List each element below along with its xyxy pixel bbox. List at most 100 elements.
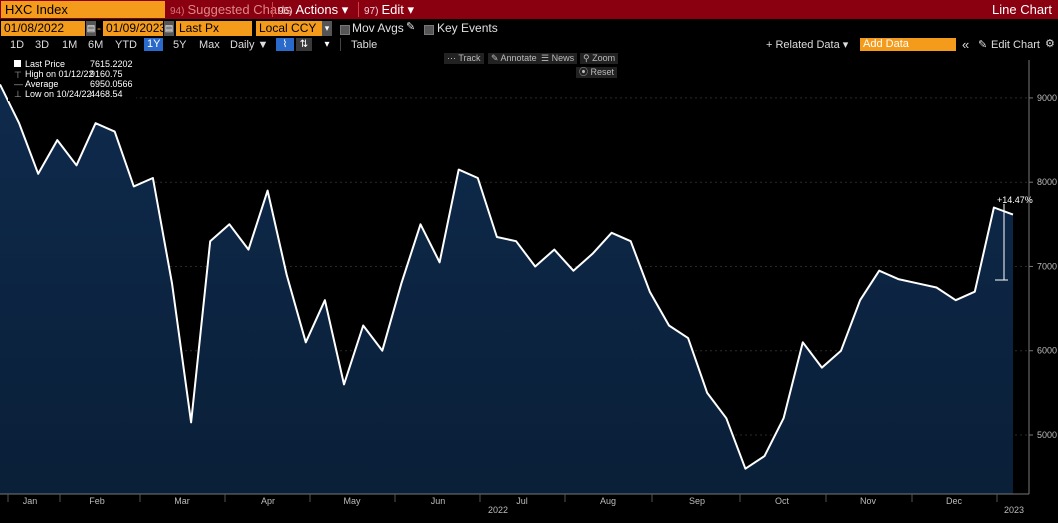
- y-tick-label: 6000: [1037, 346, 1057, 356]
- zoom-button[interactable]: ⚲ Zoom: [580, 53, 619, 64]
- legend-row: ⊥ Low on 10/24/22 4468.54: [8, 89, 136, 99]
- divider: [340, 38, 341, 51]
- legend-value: 6950.0566: [90, 79, 133, 89]
- range-ytd-button[interactable]: YTD: [115, 39, 137, 51]
- edit-label: Edit ▾: [381, 2, 414, 17]
- x-tick-label: May: [343, 496, 361, 506]
- add-data-input[interactable]: Add Data: [860, 38, 956, 51]
- y-tick-label: 8000: [1037, 177, 1057, 187]
- range-1y-button[interactable]: 1Y: [144, 38, 164, 51]
- legend-value: 4468.54: [90, 89, 123, 99]
- year-label: 2022: [488, 505, 508, 515]
- gear-icon[interactable]: ⚙: [1045, 38, 1055, 50]
- price-line: [0, 83, 1014, 470]
- legend-name: Low on 10/24/22: [25, 89, 92, 99]
- y-tick-label: 9000: [1037, 93, 1057, 103]
- y-tick-label: 5000: [1037, 430, 1057, 440]
- range-6m-button[interactable]: 6M: [88, 39, 104, 51]
- legend-value: 7615.2202: [90, 59, 133, 69]
- table-button[interactable]: Table: [351, 39, 378, 51]
- high-marker-icon: ⊤: [14, 70, 22, 80]
- currency-select[interactable]: Local CCY: [256, 21, 322, 36]
- legend-name: Last Price: [25, 59, 66, 69]
- average-marker-icon: —: [14, 79, 23, 89]
- x-tick-label: Oct: [775, 496, 790, 506]
- chevron-down-icon[interactable]: ▾: [322, 21, 332, 36]
- legend-row: ⊤ High on 01/12/22 9160.75: [8, 69, 136, 80]
- x-tick-label: Sep: [689, 496, 705, 506]
- x-tick-label: 2023: [1004, 505, 1024, 515]
- range-5y-button[interactable]: 5Y: [173, 39, 187, 51]
- chevron-down-icon[interactable]: ▾: [320, 38, 334, 51]
- key-events-checkbox[interactable]: [424, 25, 434, 35]
- news-button[interactable]: ☰ News: [538, 53, 578, 64]
- edit-menu-button[interactable]: 97) Edit ▾: [364, 0, 414, 21]
- x-tick-label: Dec: [946, 496, 963, 506]
- suggested-charts-label: Suggested Charts: [187, 2, 292, 17]
- range-max-button[interactable]: Max: [199, 39, 220, 51]
- line-chart-icon[interactable]: ⌇: [276, 38, 294, 51]
- legend-value: 9160.75: [90, 69, 123, 79]
- y-axis-ticks: 5000 6000 7000 8000 9000: [1029, 93, 1057, 440]
- security-input[interactable]: HXC Index: [1, 1, 165, 18]
- annotate-label: Annotate: [500, 53, 537, 63]
- range-bar: 1D 3D 1M 6M YTD 1Y 5Y Max Daily ▼ ⌇ ⇅ ▾ …: [0, 38, 1058, 52]
- x-tick-label: Jan: [23, 496, 38, 506]
- range-1m-button[interactable]: 1M: [62, 39, 78, 51]
- divider: [358, 2, 359, 17]
- edit-number: 97): [364, 6, 379, 17]
- divider: [272, 2, 273, 17]
- x-tick-label: Jun: [431, 496, 446, 506]
- mov-avgs-label: Mov Avgs: [352, 21, 404, 35]
- date-separator: -: [97, 21, 101, 35]
- edit-chart-button[interactable]: Edit Chart: [991, 39, 1040, 51]
- legend-name: High on 01/12/22: [25, 69, 94, 79]
- range-1d-button[interactable]: 1D: [10, 39, 25, 51]
- reset-button[interactable]: ⦿ Reset: [576, 67, 618, 78]
- x-tick-label: Aug: [600, 496, 616, 506]
- actions-number: 96): [278, 6, 293, 17]
- key-events-label: Key Events: [437, 21, 498, 35]
- end-date-input[interactable]: 01/09/2023: [103, 21, 166, 36]
- view-title: Line Chart: [992, 2, 1052, 17]
- legend: Last Price 7615.2202 ⊤ High on 01/12/22 …: [8, 59, 136, 101]
- y-tick-label: 7000: [1037, 261, 1057, 271]
- legend-swatch[interactable]: [14, 60, 21, 67]
- x-tick-label: Apr: [261, 496, 275, 506]
- range-3d-button[interactable]: 3D: [35, 39, 50, 51]
- actions-menu-button[interactable]: 96) Actions ▾: [278, 0, 348, 21]
- track-label: Track: [458, 53, 481, 63]
- top-toolbar: HXC Index 94) Suggested Charts 96) Actions…: [0, 0, 1058, 19]
- legend-row: — Average 6950.0566: [8, 79, 136, 89]
- x-tick-label: Jul: [516, 496, 528, 506]
- track-button[interactable]: ⋯ Track: [444, 53, 484, 64]
- calendar-icon[interactable]: ▤: [86, 21, 96, 36]
- pencil-icon[interactable]: ✎: [406, 21, 416, 33]
- start-date-input[interactable]: 01/08/2022: [1, 21, 85, 36]
- low-marker-icon: ⊥: [14, 89, 22, 99]
- legend-row: Last Price 7615.2202: [8, 59, 136, 69]
- annotate-button[interactable]: ✎ Annotate: [488, 53, 540, 64]
- sort-icon[interactable]: ⇅: [296, 38, 312, 51]
- actions-label: Actions ▾: [295, 2, 349, 17]
- price-area: [0, 84, 1013, 495]
- collapse-button[interactable]: «: [962, 37, 970, 52]
- calendar-icon[interactable]: ▤: [164, 21, 174, 36]
- field-select[interactable]: Last Px: [176, 21, 252, 36]
- news-label: News: [551, 53, 575, 63]
- x-tick-label: Feb: [89, 496, 105, 506]
- legend-name: Average: [25, 79, 59, 89]
- reset-label: Reset: [590, 67, 615, 77]
- x-tick-label: Mar: [174, 496, 190, 506]
- edit-chart-icon[interactable]: ✎: [978, 39, 988, 51]
- control-bar: 01/08/2022 ▤ - 01/09/2023 ▤ Last Px Loca…: [0, 20, 1058, 37]
- suggested-charts-button[interactable]: 94) Suggested Charts: [170, 0, 292, 21]
- zoom-label: Zoom: [592, 53, 616, 63]
- related-data-button[interactable]: + Related Data ▾: [766, 39, 849, 51]
- x-tick-label: Nov: [860, 496, 877, 506]
- suggested-charts-number: 94): [170, 6, 185, 17]
- frequency-select[interactable]: Daily ▼: [230, 39, 269, 51]
- mov-avgs-checkbox[interactable]: [340, 25, 350, 35]
- x-axis-ticks: Jan Feb Mar Apr May Jun Jul Aug Sep Oct Nov Dec 2023: [7, 494, 1024, 515]
